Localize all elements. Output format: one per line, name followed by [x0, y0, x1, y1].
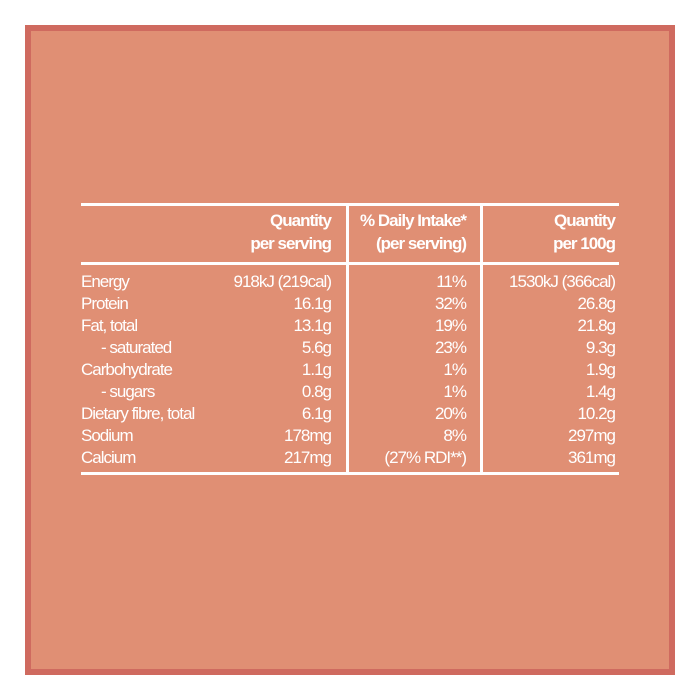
daily-intake-value: 8%	[443, 426, 467, 445]
per-serving-value: 178mg	[284, 426, 332, 445]
per-serving-value: 13.1g	[293, 316, 332, 335]
header-line: (per serving)	[376, 234, 467, 253]
header-line: per serving	[250, 234, 332, 253]
table-row: Fat, total 13.1g 19% 21.8g	[81, 315, 619, 337]
per-100g-value: 26.8g	[577, 294, 616, 313]
nutrient-name: Calcium	[81, 448, 136, 467]
column-divider	[480, 203, 483, 475]
header-line: Quantity	[270, 211, 332, 230]
per-100g-value: 1.4g	[585, 382, 616, 401]
daily-intake-value: 1%	[443, 382, 467, 401]
nutrition-panel	[25, 25, 675, 675]
daily-intake-value: 23%	[434, 338, 467, 357]
per-100g-value: 10.2g	[577, 404, 616, 423]
header-per-100g: Quantity per 100g	[553, 209, 616, 255]
table-row: Dietary fibre, total 6.1g 20% 10.2g	[81, 403, 619, 425]
per-serving-value: 1.1g	[301, 360, 332, 379]
per-serving-value: 918kJ (219cal)	[233, 272, 332, 291]
table-row: Energy 918kJ (219cal) 11% 1530kJ (366cal)	[81, 271, 619, 293]
nutrient-name: Protein	[81, 294, 129, 313]
table-row: Protein 16.1g 32% 26.8g	[81, 293, 619, 315]
daily-intake-value: 20%	[434, 404, 467, 423]
table-bottom-rule	[81, 472, 619, 475]
nutrient-name: Energy	[81, 272, 130, 291]
daily-intake-value: 32%	[434, 294, 467, 313]
header-per-serving: Quantity per serving	[250, 209, 332, 255]
per-100g-value: 297mg	[568, 426, 616, 445]
header-line: % Daily Intake*	[360, 211, 467, 230]
daily-intake-value: (27% RDI**)	[384, 448, 467, 467]
nutrient-name: Carbohydrate	[81, 360, 173, 379]
per-100g-value: 361mg	[568, 448, 616, 467]
nutrient-name: - sugars	[101, 382, 155, 401]
nutrient-name: Sodium	[81, 426, 134, 445]
per-serving-value: 217mg	[284, 448, 332, 467]
header-line: Quantity	[554, 211, 616, 230]
per-100g-value: 9.3g	[585, 338, 616, 357]
per-serving-value: 0.8g	[301, 382, 332, 401]
per-100g-value: 1530kJ (366cal)	[509, 272, 616, 291]
table-row: - sugars 0.8g 1% 1.4g	[81, 381, 619, 403]
header-rule	[81, 262, 619, 265]
header-daily-intake: % Daily Intake* (per serving)	[360, 209, 467, 255]
per-serving-value: 5.6g	[301, 338, 332, 357]
table-row: Calcium 217mg (27% RDI**) 361mg	[81, 447, 619, 469]
daily-intake-value: 19%	[434, 316, 467, 335]
per-100g-value: 21.8g	[577, 316, 616, 335]
nutrient-name: Fat, total	[81, 316, 138, 335]
per-serving-value: 6.1g	[301, 404, 332, 423]
per-serving-value: 16.1g	[293, 294, 332, 313]
nutrient-name: - saturated	[101, 338, 172, 357]
header-line: per 100g	[553, 234, 616, 253]
table-row: - saturated 5.6g 23% 9.3g	[81, 337, 619, 359]
per-100g-value: 1.9g	[585, 360, 616, 379]
daily-intake-value: 1%	[443, 360, 467, 379]
nutrient-name: Dietary fibre, total	[81, 404, 195, 423]
table-top-rule	[81, 203, 619, 206]
column-divider	[346, 203, 349, 475]
table-row: Carbohydrate 1.1g 1% 1.9g	[81, 359, 619, 381]
table-row: Sodium 178mg 8% 297mg	[81, 425, 619, 447]
daily-intake-value: 11%	[436, 272, 467, 291]
